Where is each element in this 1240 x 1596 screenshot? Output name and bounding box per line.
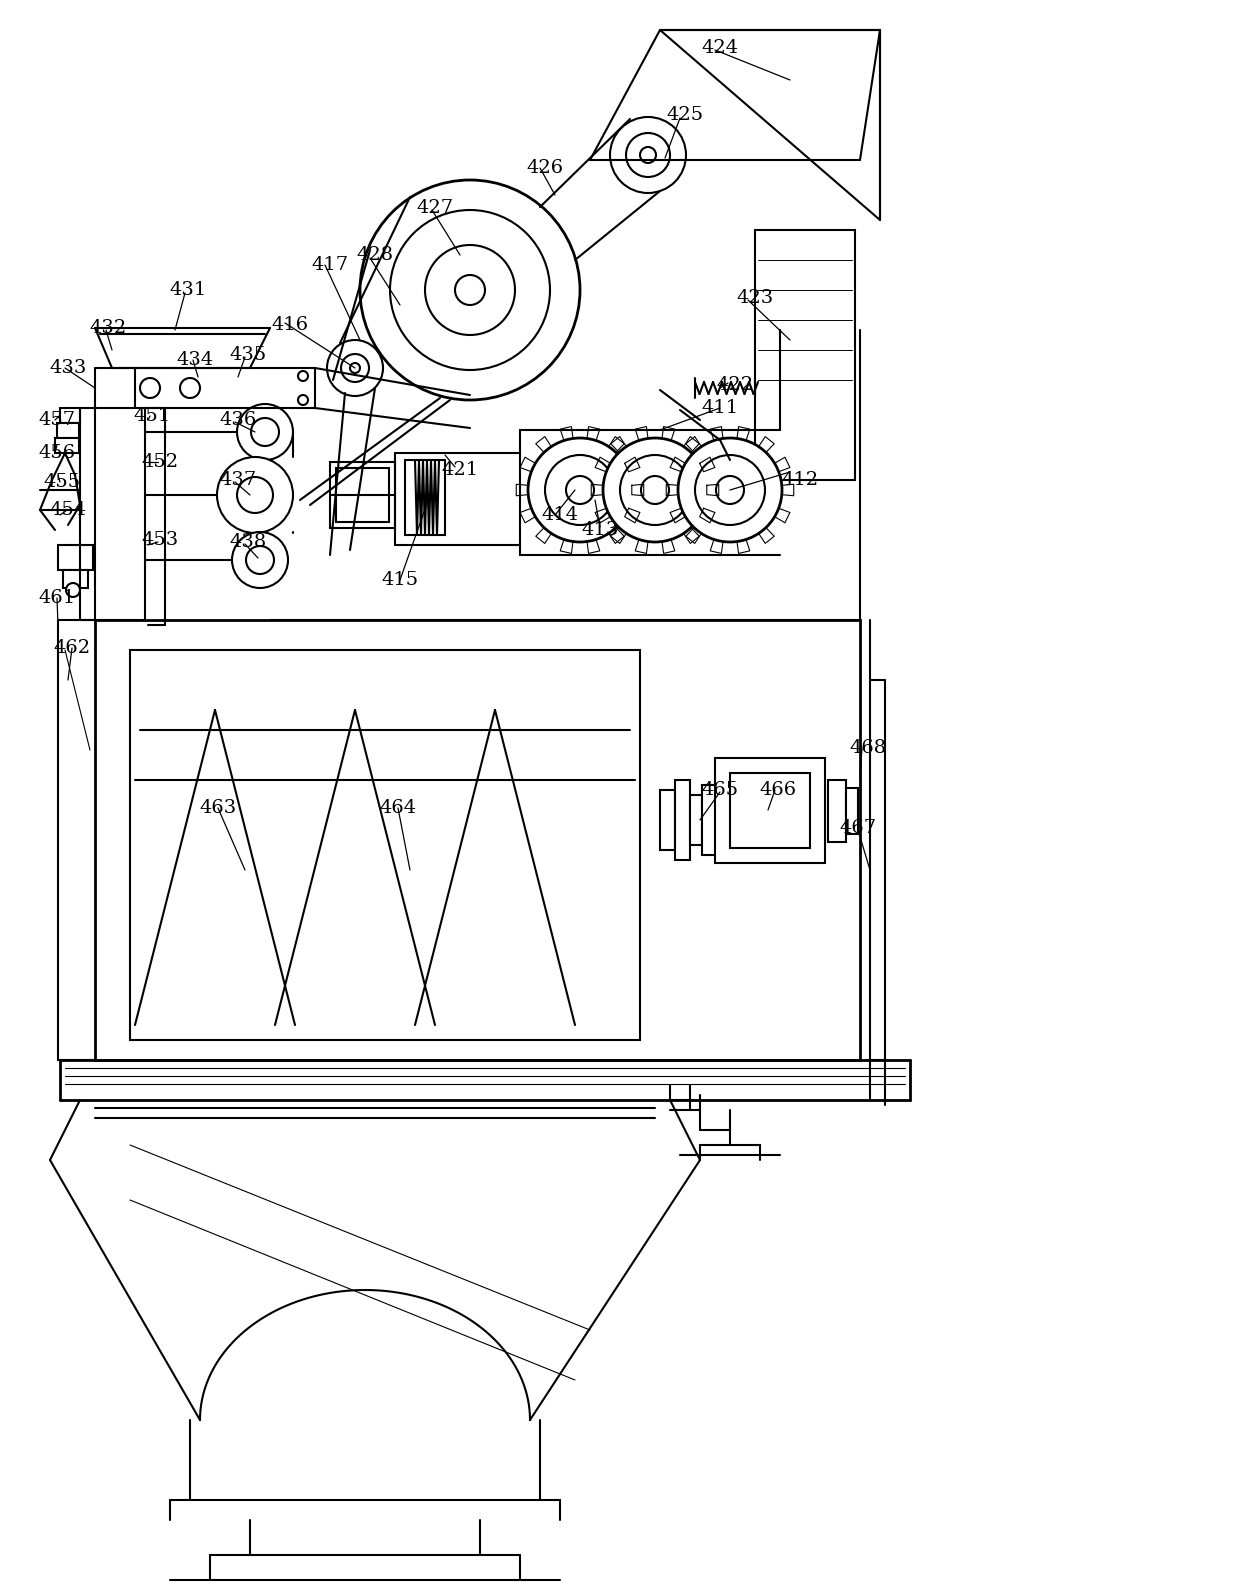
- Bar: [702, 785, 717, 855]
- Text: 456: 456: [38, 444, 76, 461]
- Circle shape: [391, 211, 551, 370]
- Text: 463: 463: [200, 800, 237, 817]
- Text: 417: 417: [311, 255, 348, 275]
- Text: 466: 466: [759, 780, 796, 800]
- Circle shape: [678, 437, 782, 543]
- Text: 434: 434: [176, 351, 213, 369]
- Bar: [715, 758, 825, 863]
- Text: 415: 415: [382, 571, 419, 589]
- Circle shape: [66, 583, 81, 597]
- Text: 416: 416: [272, 316, 309, 334]
- Circle shape: [610, 117, 686, 193]
- Circle shape: [360, 180, 580, 401]
- Circle shape: [528, 437, 632, 543]
- Text: 468: 468: [849, 739, 887, 757]
- Text: 414: 414: [542, 506, 579, 523]
- Circle shape: [620, 455, 689, 525]
- Text: 427: 427: [417, 200, 454, 217]
- Text: 411: 411: [702, 399, 739, 417]
- Circle shape: [298, 370, 308, 381]
- Circle shape: [217, 456, 293, 533]
- Circle shape: [140, 378, 160, 397]
- Text: 451: 451: [134, 407, 171, 425]
- Circle shape: [603, 437, 707, 543]
- Text: 437: 437: [219, 471, 257, 488]
- Circle shape: [565, 476, 594, 504]
- Text: 454: 454: [50, 501, 87, 519]
- Bar: [660, 790, 675, 851]
- Text: 455: 455: [43, 472, 81, 492]
- Bar: [57, 423, 79, 437]
- Bar: [405, 460, 445, 535]
- Circle shape: [641, 476, 670, 504]
- Bar: [828, 780, 846, 843]
- Text: 425: 425: [666, 105, 703, 124]
- Text: 421: 421: [441, 461, 479, 479]
- Text: 452: 452: [141, 453, 179, 471]
- Text: 426: 426: [527, 160, 563, 177]
- Circle shape: [546, 455, 615, 525]
- Text: 465: 465: [702, 780, 739, 800]
- Circle shape: [232, 531, 288, 587]
- Bar: [336, 468, 389, 522]
- Circle shape: [425, 246, 515, 335]
- Text: 457: 457: [38, 412, 76, 429]
- Text: 462: 462: [53, 638, 91, 658]
- Bar: [130, 650, 640, 1041]
- Bar: [63, 570, 88, 587]
- Text: 432: 432: [89, 319, 126, 337]
- Text: 436: 436: [219, 412, 257, 429]
- Bar: [55, 437, 79, 453]
- Bar: [60, 409, 81, 423]
- Circle shape: [694, 455, 765, 525]
- Circle shape: [350, 362, 360, 373]
- Circle shape: [626, 132, 670, 177]
- Text: 412: 412: [781, 471, 818, 488]
- Bar: [95, 619, 861, 1060]
- Text: 433: 433: [50, 359, 87, 377]
- Text: 424: 424: [702, 38, 739, 57]
- Text: 461: 461: [38, 589, 76, 606]
- Circle shape: [237, 404, 293, 460]
- Circle shape: [341, 354, 370, 381]
- Text: 422: 422: [717, 377, 754, 394]
- Circle shape: [640, 147, 656, 163]
- Text: 428: 428: [356, 246, 393, 263]
- Text: 438: 438: [229, 533, 267, 551]
- Bar: [330, 461, 396, 528]
- Text: 435: 435: [229, 346, 267, 364]
- Text: 423: 423: [737, 289, 774, 306]
- Circle shape: [455, 275, 485, 305]
- Bar: [58, 544, 93, 570]
- Circle shape: [250, 418, 279, 445]
- Text: 431: 431: [170, 281, 207, 298]
- Text: 453: 453: [141, 531, 179, 549]
- Circle shape: [246, 546, 274, 575]
- Bar: [846, 788, 858, 835]
- Circle shape: [180, 378, 200, 397]
- Bar: [675, 780, 689, 860]
- Circle shape: [715, 476, 744, 504]
- Text: 464: 464: [379, 800, 417, 817]
- Text: 413: 413: [582, 520, 619, 539]
- Bar: [689, 795, 702, 844]
- Bar: [730, 772, 810, 847]
- Circle shape: [298, 394, 308, 405]
- Circle shape: [327, 340, 383, 396]
- Text: 467: 467: [839, 819, 877, 836]
- Circle shape: [237, 477, 273, 512]
- Bar: [755, 230, 856, 480]
